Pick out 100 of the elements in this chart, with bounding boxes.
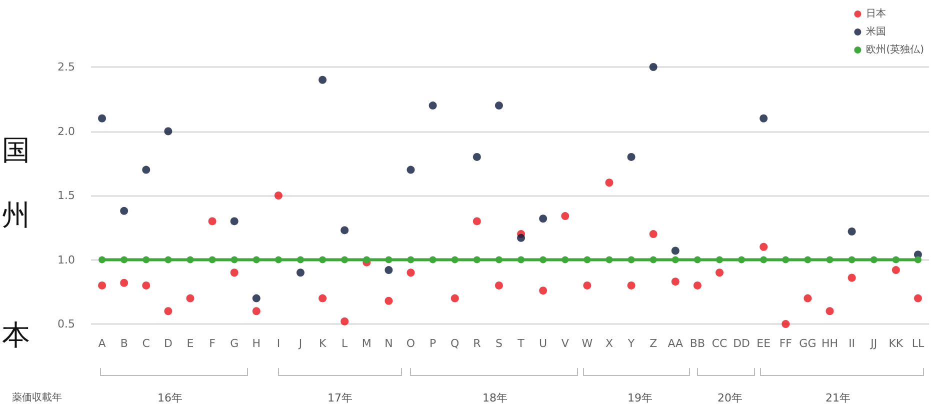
point [627, 152, 636, 161]
point [98, 281, 106, 290]
point [693, 281, 702, 290]
text: 20年 [718, 392, 742, 404]
point [914, 256, 922, 264]
x-tick-label: N [384, 337, 393, 350]
text: 21年 [826, 392, 850, 404]
x-tick-label: D [164, 337, 172, 350]
x-tick-label: K [318, 337, 327, 350]
x-tick-label: Q [450, 337, 460, 350]
point [914, 294, 922, 302]
point [385, 256, 392, 264]
point [297, 256, 304, 264]
text: 18年 [482, 392, 508, 404]
point [848, 227, 856, 236]
point [826, 307, 834, 316]
point [539, 286, 548, 295]
legend-label: 日本 [866, 8, 886, 20]
point [164, 256, 172, 264]
x-tick-label: Z [650, 337, 658, 350]
text: 州 [2, 198, 30, 232]
x-tick-label: V [561, 337, 570, 350]
point [274, 256, 282, 264]
text: 16年 [158, 392, 182, 404]
x-tick-label: AA [668, 337, 684, 350]
point [429, 256, 436, 264]
point [716, 256, 723, 264]
x-tick-label: DD [733, 337, 750, 350]
point [384, 296, 393, 305]
point [252, 294, 260, 302]
point [518, 256, 525, 264]
x-tick-label: J [298, 337, 302, 350]
point [164, 307, 172, 316]
point [318, 76, 327, 84]
point [407, 256, 414, 264]
point [494, 281, 503, 290]
point [164, 127, 172, 136]
y-tick-label: 2.0 [58, 124, 75, 138]
point [716, 268, 724, 277]
point [451, 256, 458, 264]
point [363, 256, 370, 264]
point [804, 256, 812, 264]
point [230, 268, 238, 277]
point [649, 63, 658, 71]
point [341, 256, 348, 264]
y-tick-label: 2.5 [58, 60, 75, 74]
x-tick-label: A [98, 337, 106, 350]
text: 本 [2, 318, 30, 352]
point [120, 278, 128, 287]
x-tick-label: U [539, 337, 548, 350]
point [98, 114, 106, 122]
x-tick-label: W [582, 337, 593, 350]
point [584, 256, 591, 264]
y-tick-label: 1.0 [58, 253, 75, 266]
point [606, 256, 613, 264]
x-tick-label: LL [912, 337, 925, 350]
x-tick-label: C [142, 337, 150, 350]
point [694, 256, 701, 264]
point [208, 217, 216, 226]
point [142, 256, 150, 264]
point [406, 268, 415, 277]
x-tick-label: BB [690, 337, 705, 350]
point [98, 256, 106, 264]
point [605, 178, 614, 187]
point [804, 294, 812, 302]
x-tick-label: O [406, 337, 416, 350]
point [406, 166, 415, 174]
x-tick-label: I [276, 337, 280, 350]
point [495, 256, 502, 264]
point [561, 212, 570, 220]
point [142, 166, 150, 174]
x-tick-label: HH [821, 337, 838, 350]
x-tick-label: L [342, 337, 349, 350]
point [319, 256, 326, 264]
x-tick-label: R [473, 337, 482, 350]
point [540, 256, 547, 264]
text: 国 [2, 134, 30, 166]
x-tick-label: T [516, 337, 525, 350]
point [230, 256, 238, 264]
x-tick-label: Y [626, 337, 635, 350]
point [384, 266, 393, 274]
x-tick-label: M [362, 337, 372, 350]
point [252, 307, 260, 316]
y-tick-label: 1.5 [58, 189, 75, 202]
point [120, 206, 128, 215]
x-tick-label: H [252, 337, 261, 350]
point [562, 256, 569, 264]
point [583, 281, 592, 290]
point [450, 294, 459, 302]
x-tick-label: CC [712, 337, 728, 350]
point [892, 256, 900, 264]
point [760, 256, 768, 264]
point [472, 152, 481, 161]
point [473, 256, 480, 264]
point [826, 256, 834, 264]
x-tick-label: F [209, 337, 216, 350]
text: 17年 [328, 392, 352, 404]
x-tick-label: EE [756, 337, 771, 350]
point [782, 256, 790, 264]
x-tick-label: X [605, 337, 614, 350]
